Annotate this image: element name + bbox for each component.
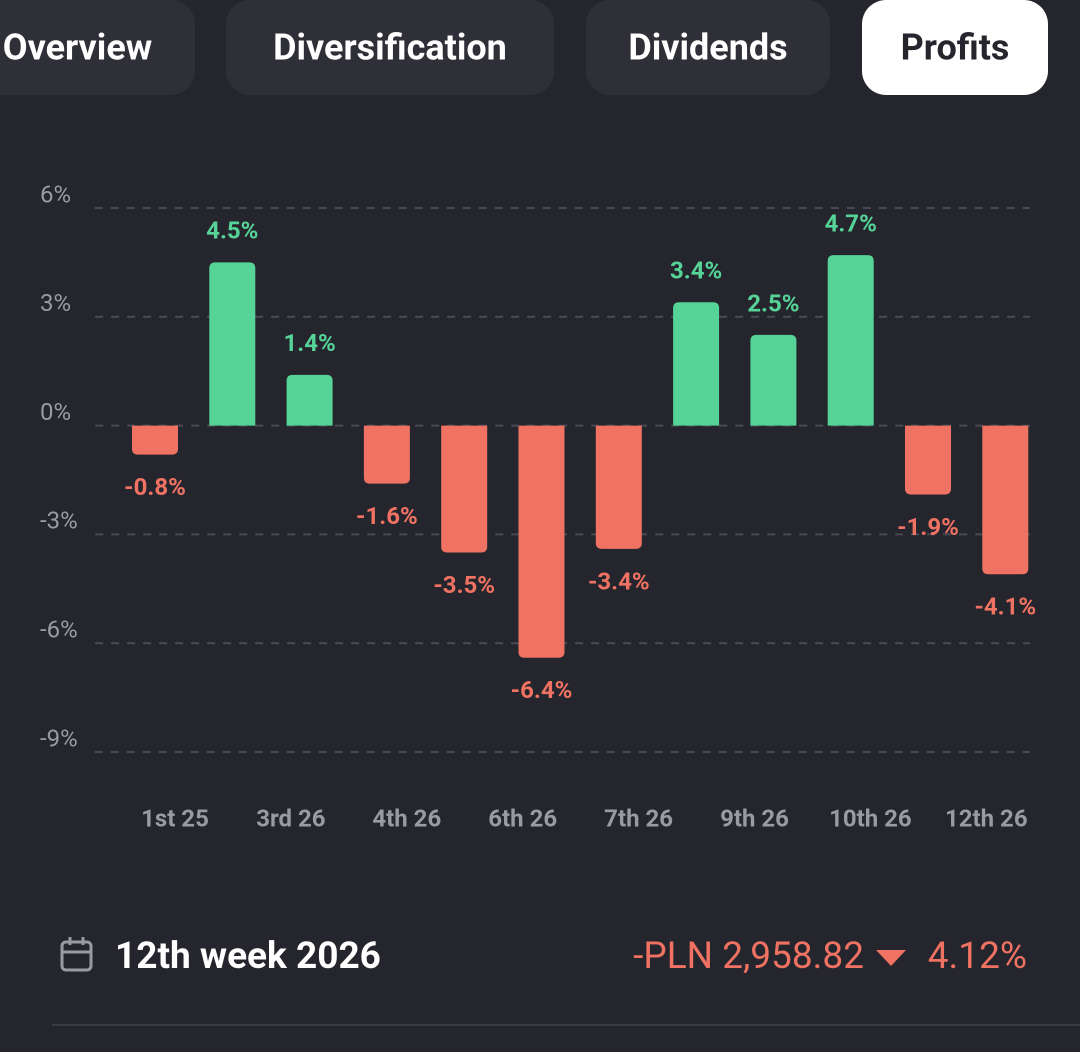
x-tick-label: 3rd 26 xyxy=(256,804,325,832)
bar xyxy=(827,255,874,426)
x-tick-label: 12th 26 xyxy=(945,804,1028,832)
value-label: -6.4% xyxy=(511,676,573,704)
y-tick-label: -3% xyxy=(40,507,78,535)
bar xyxy=(441,425,488,553)
tab-label: Diversification xyxy=(273,27,507,69)
tab-label: Dividends xyxy=(628,27,787,69)
tab-label: Profits xyxy=(901,27,1010,69)
tab-background xyxy=(586,0,830,95)
tab-background xyxy=(862,0,1048,95)
value-label: 2.5% xyxy=(747,289,799,317)
tab-background xyxy=(0,0,195,95)
bar xyxy=(905,425,951,495)
tab[interactable]: Overview xyxy=(0,0,195,95)
x-tick-label: 1st 25 xyxy=(141,804,209,832)
value-label: -4.1% xyxy=(974,593,1036,621)
x-tick-label: 4th 26 xyxy=(372,804,441,832)
tab-background xyxy=(226,0,554,95)
amount: -PLN 2,958.82 xyxy=(633,935,864,978)
value-label: 4.7% xyxy=(825,209,877,237)
y-tick-label: 6% xyxy=(40,180,71,208)
y-tick-label: -9% xyxy=(40,724,78,752)
bar xyxy=(209,262,256,426)
value-label: -1.6% xyxy=(356,502,418,530)
change: 4.12% xyxy=(928,935,1027,978)
bar xyxy=(132,425,178,455)
bar xyxy=(518,425,565,658)
bar xyxy=(673,302,720,426)
y-tick-label: 0% xyxy=(40,398,71,426)
tab-label: Overview xyxy=(3,27,152,69)
value-label: 4.5% xyxy=(206,217,258,245)
bar xyxy=(982,425,1029,575)
value-label: -3.4% xyxy=(588,567,650,595)
value-label: -0.8% xyxy=(124,473,186,501)
x-tick-label: 9th 26 xyxy=(720,804,789,832)
period: 12th week 2026 xyxy=(115,935,381,978)
value-label: 3.4% xyxy=(670,257,722,285)
tab[interactable]: Dividends xyxy=(586,0,830,95)
y-tick-label: 3% xyxy=(40,289,71,317)
chart: 6% 3% 0% -3% -6% -9% -0.8% 4.5% 1.4% -1.6% -3.5% -6… xyxy=(40,180,1036,832)
down-arrow xyxy=(876,950,906,966)
bar xyxy=(750,334,797,426)
bar xyxy=(363,425,410,484)
value-label: -3.5% xyxy=(433,571,495,599)
value-label: 1.4% xyxy=(283,329,335,357)
x-tick-label: 6th 26 xyxy=(488,804,557,832)
bar xyxy=(595,425,642,549)
bar xyxy=(286,374,333,426)
tab[interactable]: Diversification xyxy=(226,0,554,95)
tabs: Overview Diversification Dividends Profits xyxy=(0,0,1048,95)
x-tick-label: 10th 26 xyxy=(829,804,912,832)
calendar-icon xyxy=(60,937,93,972)
x-tick-label: 7th 26 xyxy=(604,804,673,832)
value-label: -1.9% xyxy=(897,513,959,541)
tab[interactable]: Profits xyxy=(862,0,1048,95)
y-tick-label: -6% xyxy=(40,616,78,644)
